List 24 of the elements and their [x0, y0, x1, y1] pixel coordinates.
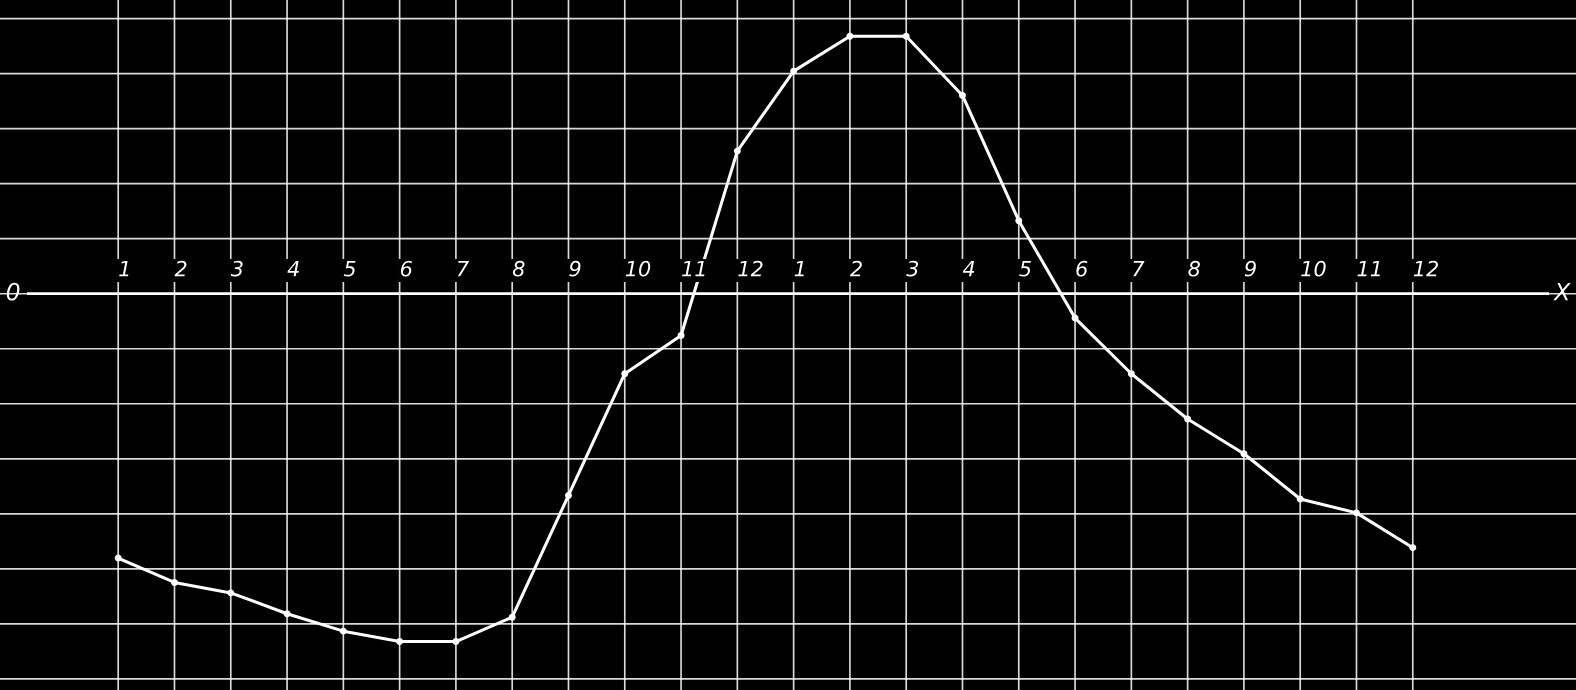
x-tick-label: 8: [512, 260, 525, 277]
x-tick-label: 5: [1019, 261, 1031, 277]
x-tick-label: 11: [682, 261, 705, 277]
x-tick-label: 1: [119, 261, 129, 277]
x-tick-label: 4: [287, 261, 299, 277]
x-tick-label: 3: [906, 260, 919, 277]
x-tick-label: 5: [343, 261, 356, 277]
x-tick-label: 3: [230, 260, 243, 277]
x-tick-label: 6: [1076, 260, 1088, 277]
x-tick-label: 12: [1413, 260, 1438, 277]
x-tick-label: 12: [738, 260, 763, 277]
x-tick-label: 1: [794, 261, 804, 277]
x-tick-label: 2: [850, 260, 862, 277]
x-tick-label: 9: [569, 260, 581, 277]
x-tick-label: 2: [174, 260, 187, 277]
x-tick-label: 6: [400, 260, 412, 277]
x-tick-label: 7: [1133, 261, 1145, 277]
x-tick-label: 11: [1357, 261, 1380, 277]
x-tick-label: 8: [1188, 260, 1200, 277]
x-tick-label: 10: [1301, 260, 1326, 277]
x-tick-label: 10: [625, 260, 651, 277]
x-tick-label: 9: [1244, 260, 1256, 277]
x-tick-label: 4: [962, 261, 975, 277]
x-tick-label: 7: [457, 261, 469, 277]
